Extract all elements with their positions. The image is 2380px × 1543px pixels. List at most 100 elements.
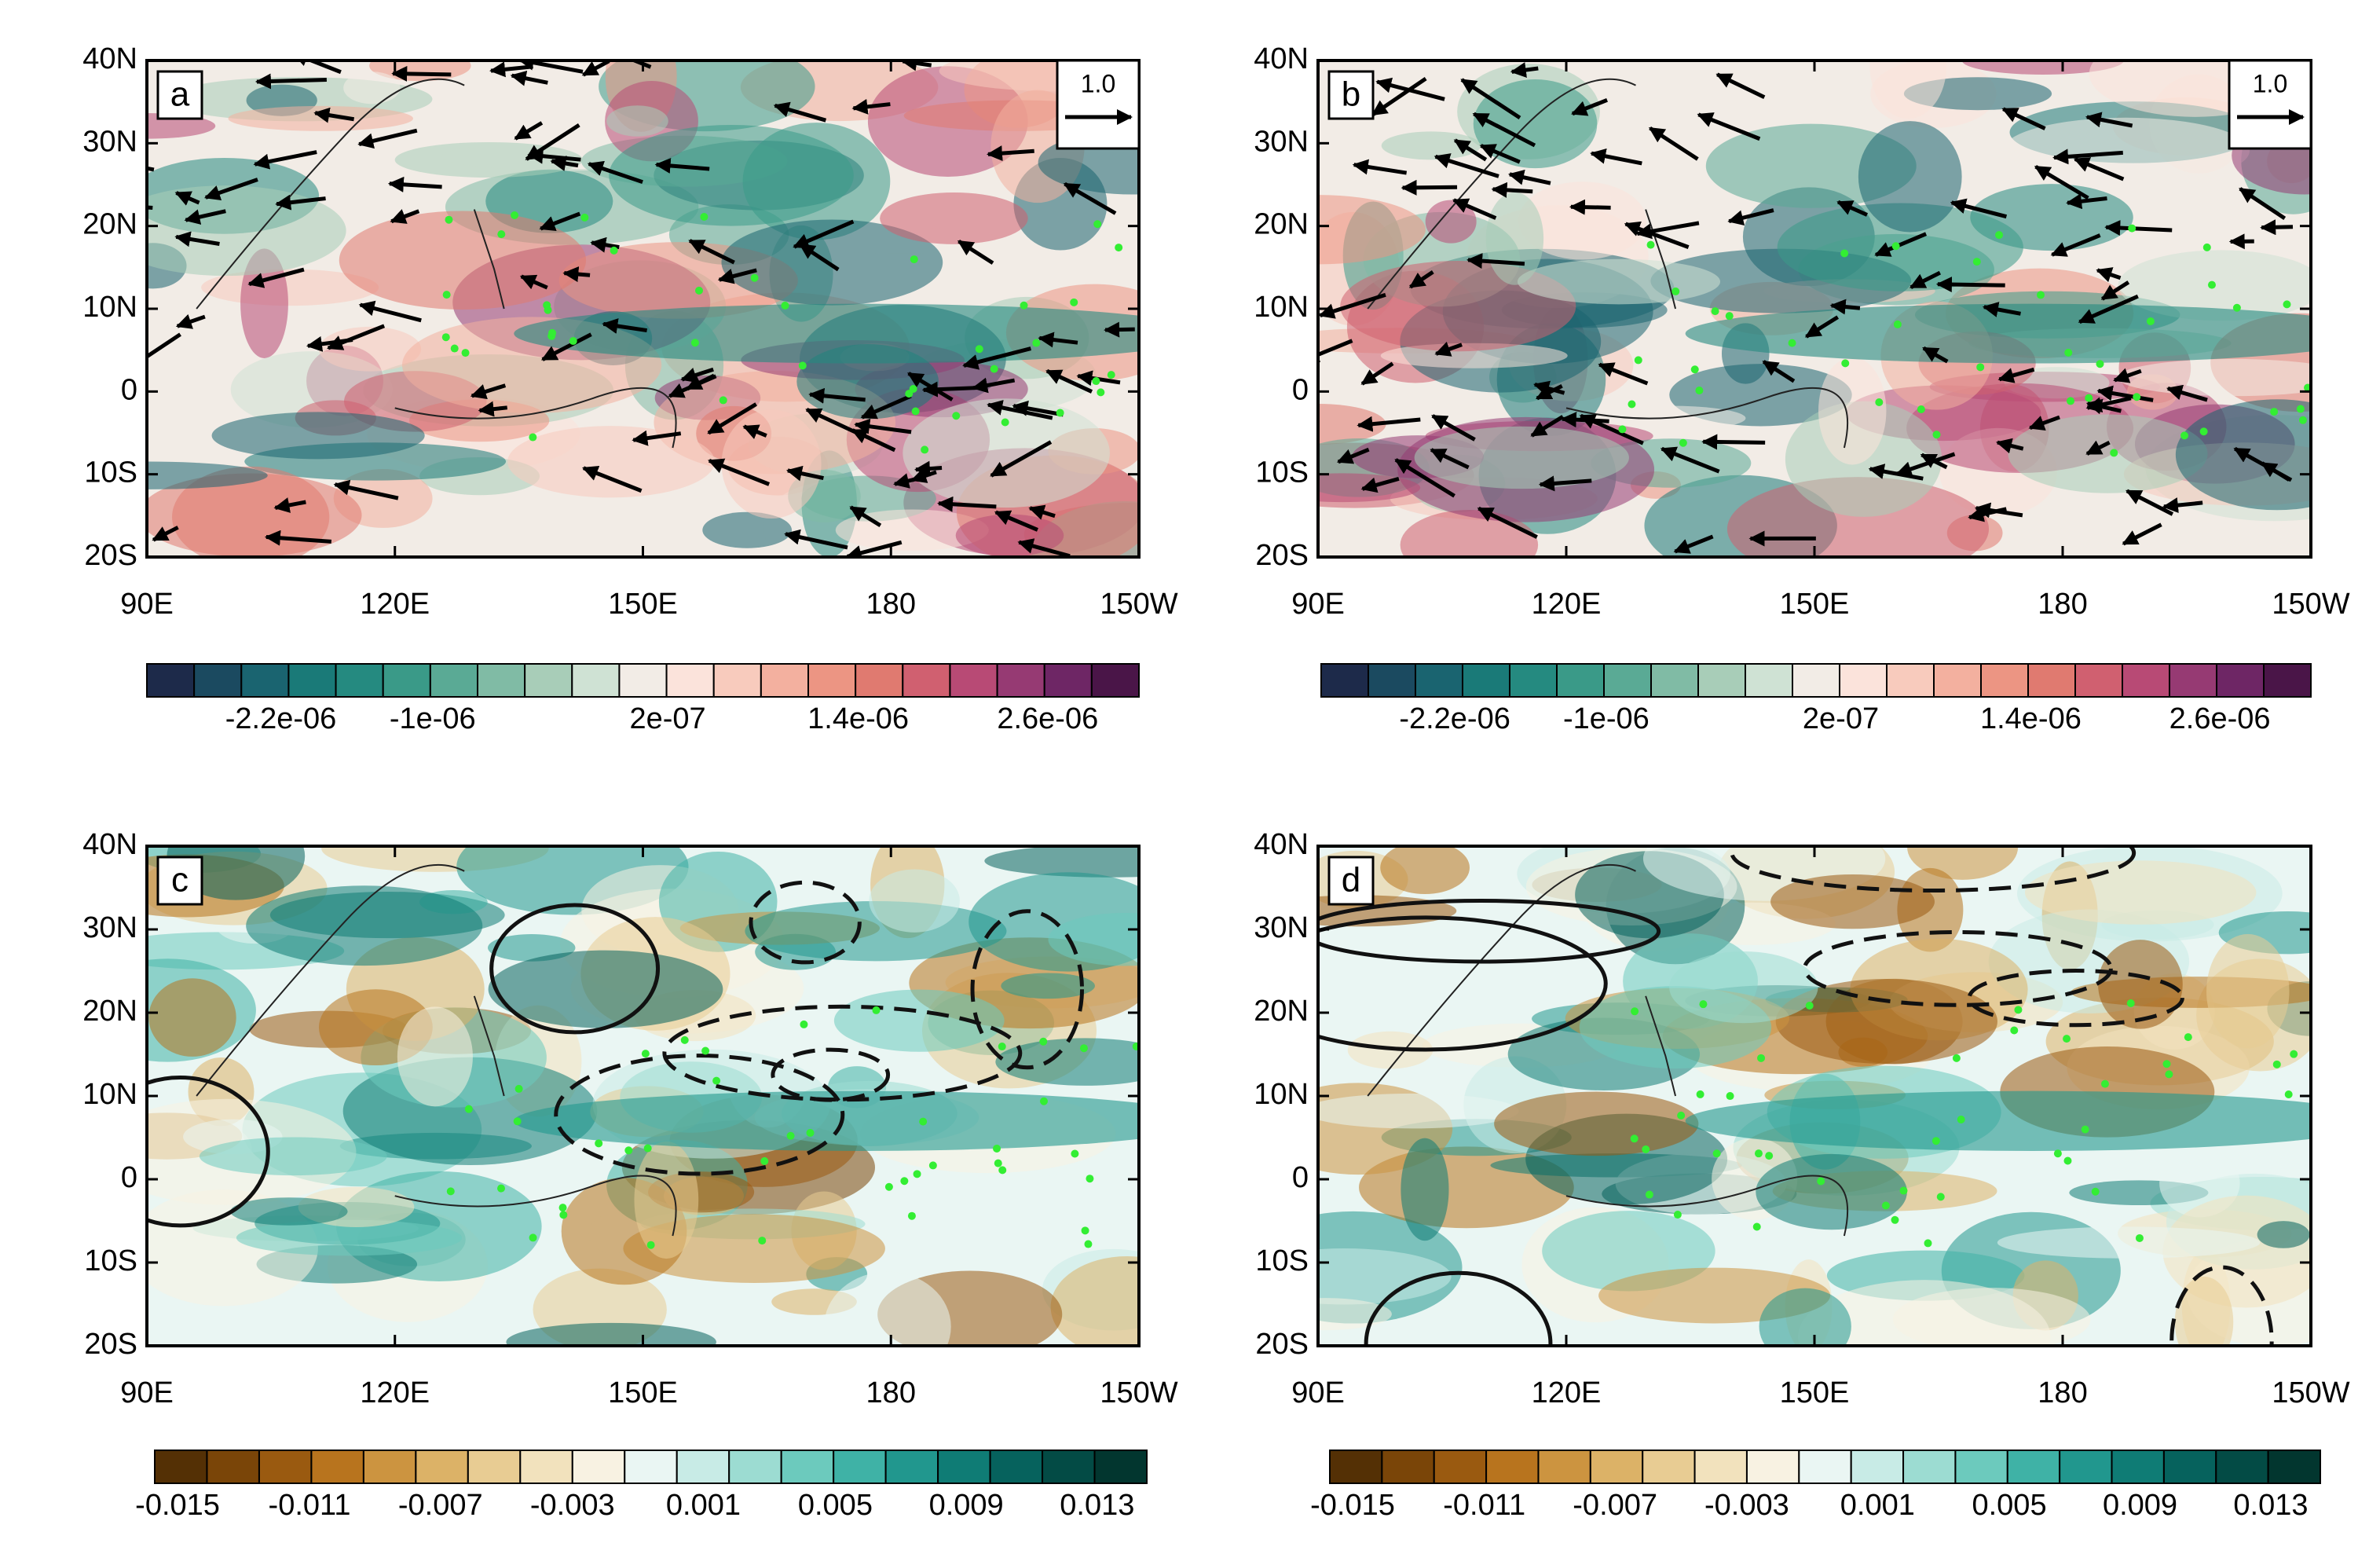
shading <box>721 219 943 306</box>
significance-dot <box>760 1156 769 1165</box>
colorbar-swatch <box>258 1450 313 1484</box>
significance-dot <box>641 1050 650 1058</box>
colorbar-swatch <box>1042 1450 1096 1484</box>
wind-vector <box>184 209 226 225</box>
wind-vector <box>2122 522 2162 546</box>
colorbar-swatch <box>1093 1450 1148 1484</box>
colorbar-swatch <box>1954 1450 2008 1484</box>
wind-vector <box>2100 280 2130 301</box>
wind-vector <box>851 98 891 115</box>
significance-dot <box>1711 307 1719 316</box>
wind-vector <box>717 268 757 284</box>
contour-line <box>147 1076 270 1228</box>
significance-dot <box>1712 1149 1721 1158</box>
shading <box>514 1090 1139 1151</box>
y-tick-label: 30N <box>82 911 137 944</box>
wind-vector <box>1017 538 1071 557</box>
wind-vector <box>773 101 827 123</box>
wind-vector <box>2096 385 2154 402</box>
wind-vector <box>2034 164 2089 200</box>
wind-vector <box>1510 62 1539 78</box>
wind-vector <box>785 465 824 482</box>
colorbar-swatch <box>1933 663 1982 698</box>
significance-dot <box>1972 258 1981 266</box>
significance-dot <box>2036 291 2045 299</box>
wind-vector <box>1352 159 1408 175</box>
significance-dot <box>1875 398 1884 407</box>
significance-dot <box>450 344 459 353</box>
significance-dot <box>2146 317 2155 325</box>
x-tick-label: 90E <box>1291 588 1345 621</box>
reference-vector-label: 1.0 <box>2253 69 2287 97</box>
significance-dot <box>695 286 704 295</box>
colorbar-swatch <box>1589 1450 1644 1484</box>
panel-label-box <box>1327 856 1375 906</box>
shading <box>1685 1090 2311 1151</box>
shading <box>397 1006 473 1107</box>
significance-dot <box>1071 1149 1079 1158</box>
significance-dot <box>529 1233 537 1242</box>
colorbar-swatch <box>1980 663 2029 698</box>
wind-vector <box>1472 112 1536 148</box>
colorbar-label: 0.013 <box>1060 1489 1134 1522</box>
x-tick-label: 120E <box>360 1376 430 1409</box>
wind-vector <box>2126 489 2174 516</box>
colorbar-swatch <box>571 663 621 698</box>
shading <box>199 1137 387 1176</box>
panel-label-box <box>1327 70 1375 120</box>
significance-dot <box>2096 360 2104 368</box>
wind-vector <box>581 60 610 77</box>
significance-dot <box>2100 1079 2109 1088</box>
y-tick-label: 20S <box>84 539 137 572</box>
colorbar-swatch <box>1556 663 1605 698</box>
wind-vector <box>2078 294 2139 324</box>
significance-dot <box>800 1020 808 1028</box>
shading <box>984 846 1139 878</box>
wind-vector <box>1624 221 1690 249</box>
x-tick-label: 150W <box>2272 1376 2349 1409</box>
wind-vector <box>264 530 332 546</box>
wind-vector <box>914 460 943 477</box>
significance-dot <box>2296 405 2305 413</box>
shading <box>147 185 346 277</box>
colorbar-swatch <box>2267 1450 2322 1484</box>
shading <box>228 105 413 131</box>
significance-dot <box>2162 1060 2171 1068</box>
colorbar-swatch <box>1839 663 1888 698</box>
shading <box>995 1038 1139 1086</box>
wind-vector <box>793 219 855 249</box>
wind-vector <box>1508 169 1551 185</box>
colorbar-swatch <box>429 663 478 698</box>
colorbar-swatch <box>807 663 857 698</box>
significance-dot <box>921 445 929 454</box>
shading <box>1775 978 1997 1065</box>
significance-dot <box>461 349 470 357</box>
significance-dot <box>2135 1233 2144 1242</box>
significance-dot <box>1645 1190 1653 1199</box>
shading <box>2098 940 2183 1029</box>
wind-vector <box>2162 497 2203 514</box>
significance-dot <box>2110 449 2118 457</box>
colorbar-label: -1e-06 <box>1563 702 1650 735</box>
wind-vector <box>1874 232 1928 257</box>
significance-dot <box>2199 427 2208 436</box>
shading <box>1818 357 1887 465</box>
y-tick-label: 40N <box>1254 42 1309 75</box>
x-tick-label: 90E <box>120 588 174 621</box>
panel-label-box <box>156 70 203 120</box>
y-tick-label: 10N <box>1254 291 1309 324</box>
significance-dot <box>998 1166 1007 1175</box>
colorbar-swatch <box>780 1450 835 1484</box>
significance-dot <box>643 1144 652 1153</box>
wind-vector <box>519 274 548 290</box>
colorbar-swatch <box>665 663 715 698</box>
shading <box>1050 1255 1139 1346</box>
wind-vector <box>854 418 912 434</box>
wind-vector <box>1357 416 1421 432</box>
significance-dot <box>1840 249 1849 258</box>
wind-vector <box>1762 360 1796 383</box>
colorbar-swatch <box>571 1450 626 1484</box>
wind-vector <box>1408 270 1434 289</box>
wind-vector <box>784 529 848 550</box>
map-field <box>1318 60 2311 557</box>
